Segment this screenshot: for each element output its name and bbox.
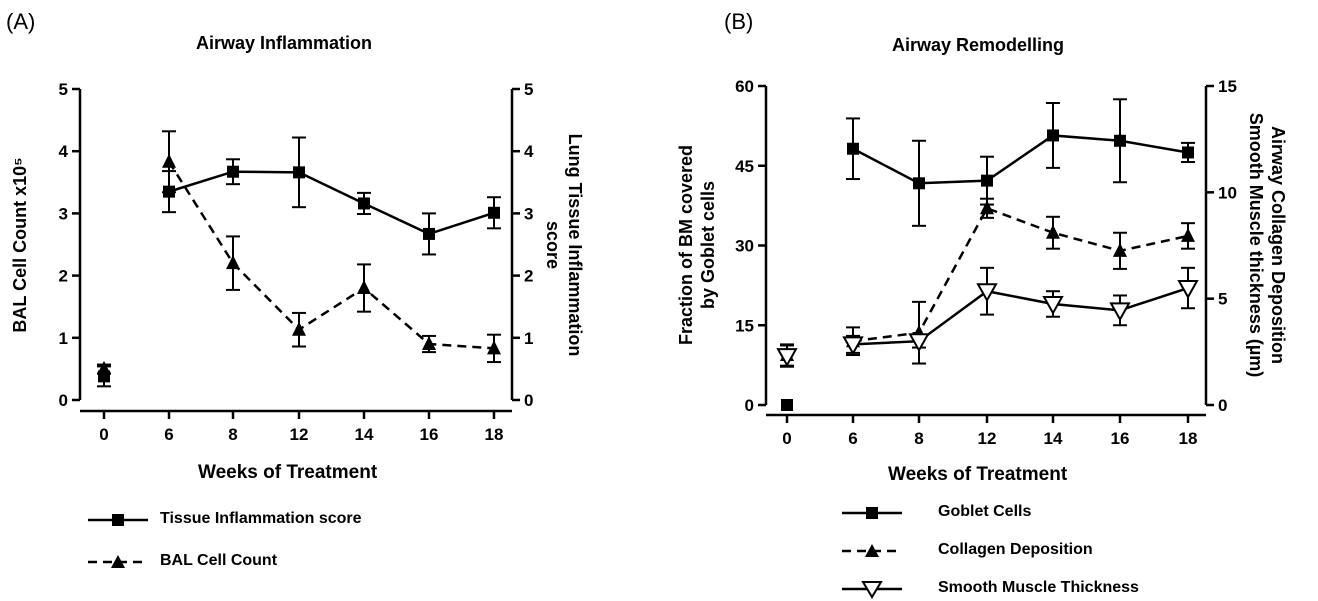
x-tick-label: 8 (914, 429, 923, 448)
legend-swatch-dashed-triangle (842, 544, 902, 557)
x-tick-label: 0 (99, 425, 108, 444)
data-point (357, 280, 371, 295)
y-tick-label-left: 0 (745, 396, 754, 415)
data-point (842, 336, 864, 356)
data-point (358, 197, 370, 210)
y-tick-label-right: 1 (524, 329, 533, 348)
y-tick-label-left: 45 (735, 157, 754, 176)
x-tick-label: 18 (1179, 429, 1198, 448)
y-axis-label-right: score (543, 221, 563, 269)
y-tick-label-right: 4 (524, 142, 534, 161)
data-point (162, 153, 176, 168)
series-line (852, 286, 1189, 346)
data-point (908, 333, 930, 353)
y-axis-label-right: Lung Tissue Inflammation (565, 134, 585, 357)
y-axis-label-left: BAL Cell Count x10⁵ (10, 157, 30, 332)
data-point (226, 255, 240, 270)
data-point (227, 165, 239, 178)
data-point (776, 348, 798, 368)
data-point (1182, 146, 1194, 159)
y-tick-label-right: 2 (524, 267, 533, 286)
series-line (852, 134, 1189, 185)
legend-swatch-dashed-triangle (88, 555, 148, 568)
data-point (913, 177, 925, 190)
legend-label: BAL Cell Count (160, 552, 278, 569)
x-tick-label: 6 (848, 429, 857, 448)
legend-label: Goblet Cells (938, 503, 1032, 520)
legend-swatch-solid-square (88, 514, 148, 526)
data-point (1047, 129, 1059, 142)
x-tick-label: 16 (420, 425, 439, 444)
series-line (852, 206, 1189, 343)
legend-label: Smooth Muscle Thickness (938, 579, 1139, 596)
data-point (1113, 242, 1127, 257)
data-point (292, 321, 306, 336)
panel-a-label: (A) (6, 9, 36, 34)
chart-a-xlabel: Weeks of Treatment (198, 462, 378, 483)
series-0 (97, 136, 501, 388)
chart-b-xlabel: Weeks of Treatment (888, 464, 1068, 485)
y-tick-label-right: 5 (524, 80, 533, 99)
chart-a-title: Airway Inflammation (196, 33, 373, 53)
data-point (1114, 134, 1126, 147)
y-tick-label-left: 0 (59, 391, 68, 410)
chart-b-title: Airway Remodelling (892, 35, 1065, 55)
y-tick-label-left: 30 (735, 237, 754, 256)
x-tick-label: 18 (485, 425, 504, 444)
y-tick-label-left: 60 (735, 77, 754, 96)
x-tick-label: 14 (355, 425, 374, 444)
x-tick-label: 12 (290, 425, 309, 444)
series-2 (776, 266, 1199, 368)
x-tick-label: 8 (228, 425, 237, 444)
data-point (1177, 280, 1199, 300)
y-tick-label-right: 10 (1218, 183, 1237, 202)
series-1 (97, 130, 501, 375)
data-point (1181, 227, 1195, 242)
data-point (293, 166, 305, 179)
x-tick-label: 16 (1111, 429, 1130, 448)
chart-b: 0 15 30 45 60 0 5 10 15 0 6 8 12 14 16 18 Fraction of BM… (676, 77, 1288, 448)
data-point (1042, 295, 1064, 316)
y-axis-label-right: Smooth Muscle thickness (µm) (1246, 113, 1266, 377)
y-tick-label-left: 5 (59, 80, 68, 99)
legend-swatch-solid-square (842, 507, 902, 519)
data-point (97, 360, 111, 375)
data-point (423, 227, 435, 240)
panel-b-label: (B) (724, 9, 754, 34)
y-axis-label-left: by Goblet cells (698, 181, 718, 309)
y-axis-label-left: Fraction of BM covered (676, 145, 696, 345)
series-line (168, 170, 495, 236)
data-point (847, 142, 859, 155)
x-tick-label: 12 (978, 429, 997, 448)
x-tick-label: 0 (782, 429, 791, 448)
x-tick-label: 14 (1044, 429, 1063, 448)
data-point (781, 399, 793, 411)
data-point (976, 283, 998, 303)
y-tick-label-left: 1 (59, 329, 68, 348)
y-axis-label-right: Airway Collagen Deposition (1268, 126, 1288, 364)
legend-label: Tissue Inflammation score (160, 510, 362, 527)
y-tick-label-left: 3 (59, 204, 68, 223)
y-tick-label-left: 2 (59, 267, 68, 286)
series-line (167, 161, 495, 350)
data-point (1046, 224, 1060, 239)
y-tick-label-left: 15 (735, 316, 754, 335)
y-tick-label-right: 0 (524, 391, 533, 410)
x-tick-label: 6 (164, 425, 173, 444)
y-tick-label-right: 15 (1218, 77, 1237, 96)
y-tick-label-right: 3 (524, 204, 533, 223)
series-0 (781, 98, 1195, 411)
y-tick-label-right: 5 (1218, 290, 1227, 309)
y-tick-label-right: 0 (1218, 396, 1227, 415)
legend-label: Collagen Deposition (938, 541, 1093, 558)
data-point (980, 200, 994, 215)
data-point (981, 174, 993, 187)
data-point (1109, 302, 1131, 322)
data-point (422, 336, 436, 351)
data-point (488, 206, 500, 219)
y-tick-label-left: 4 (59, 142, 69, 161)
data-point (487, 340, 501, 355)
legend-swatch-solid-open-triangle-down (842, 581, 902, 599)
